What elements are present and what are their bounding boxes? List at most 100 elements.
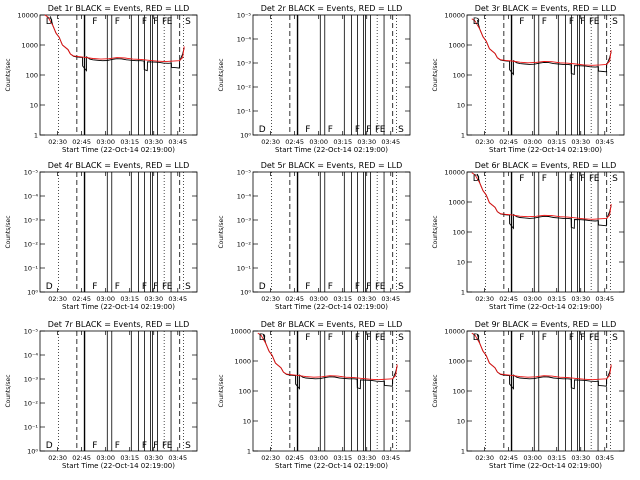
y-tick-label: 100	[453, 229, 465, 237]
x-tick-label: 02:30	[48, 295, 67, 303]
y-tick-label: 1	[461, 132, 465, 140]
y-tick-label: 10⁰	[27, 289, 38, 297]
flag-label: F	[92, 17, 97, 27]
lld-series-line	[471, 18, 612, 66]
y-axis-label: Counts/sec	[5, 374, 12, 407]
plot-frame	[39, 14, 198, 136]
y-axis-label: Counts/sec	[5, 58, 12, 91]
y-tick-label: 10000	[444, 328, 465, 336]
plot-frame	[39, 330, 198, 452]
flag-label: F	[355, 333, 360, 343]
plot-frame	[252, 171, 411, 293]
panel-det-3r: Det 3r BLACK = Events, RED = LLD 02:30 02:…	[432, 4, 625, 154]
x-axis-label: Start Time (22-Oct-14 02:19:00)	[62, 303, 175, 311]
flag-label: E	[380, 333, 386, 343]
lld-series-line	[471, 332, 612, 381]
flag-label: F	[366, 125, 371, 135]
flag-label: S	[612, 333, 618, 343]
flag-label: S	[185, 17, 191, 27]
x-axis-label: Start Time (22-Oct-14 02:19:00)	[62, 462, 175, 470]
y-tick-label: 10	[30, 102, 38, 110]
y-tick-label: 10⁰	[240, 132, 251, 140]
x-tick-label: 02:45	[72, 454, 91, 462]
plot-frame	[466, 330, 625, 452]
y-tick-label: 100	[239, 388, 251, 396]
y-tick-label: 1	[34, 132, 38, 140]
flag-label: E	[380, 125, 386, 135]
flag-label: F	[92, 282, 97, 292]
x-tick-label: 03:45	[168, 295, 187, 303]
x-tick-label: 03:45	[168, 138, 187, 146]
plot-frame	[252, 14, 411, 136]
flag-label: F	[153, 282, 158, 292]
x-tick-label: 03:00	[96, 138, 115, 146]
y-tick-label: 1	[461, 289, 465, 297]
panel-title: Det 2r BLACK = Events, RED = LLD	[261, 4, 403, 13]
panel-det-2r: Det 2r BLACK = Events, RED = LLD 02:30 02:…	[218, 4, 411, 154]
y-tick-label: 10	[243, 418, 251, 426]
x-tick-label: 03:45	[381, 295, 400, 303]
flag-label: E	[594, 17, 600, 27]
x-axis-label: Start Time (22-Oct-14 02:19:00)	[489, 303, 602, 311]
flag-label: F	[580, 333, 585, 343]
x-tick-label: 02:30	[475, 138, 494, 146]
flag-label: F	[115, 17, 120, 27]
flag-label: E	[380, 282, 386, 292]
flag-label: E	[167, 441, 173, 451]
flag-label: F	[589, 17, 594, 27]
panel-title: Det 8r BLACK = Events, RED = LLD	[261, 320, 403, 329]
x-axis-label: Start Time (22-Oct-14 02:19:00)	[275, 146, 388, 154]
flag-label: F	[519, 333, 524, 343]
flag-label: F	[115, 282, 120, 292]
y-tick-label: 10000	[17, 12, 38, 20]
y-tick-label: 10⁻⁵	[24, 169, 39, 177]
x-tick-label: 03:15	[333, 138, 352, 146]
y-tick-label: 10⁻³	[237, 60, 252, 68]
panel-det-6r: Det 6r BLACK = Events, RED = LLD 02:30 02:…	[432, 161, 625, 311]
flag-label: F	[355, 125, 360, 135]
x-tick-label: 03:30	[571, 138, 590, 146]
y-tick-label: 10⁻⁴	[237, 193, 252, 201]
x-tick-label: 02:45	[72, 295, 91, 303]
y-tick-label: 10⁻¹	[24, 424, 39, 432]
y-tick-label: 1000	[234, 358, 251, 366]
y-tick-label: 10⁻⁴	[237, 36, 252, 44]
x-tick-label: 03:15	[333, 454, 352, 462]
flag-label: F	[328, 125, 333, 135]
lld-series-line	[44, 14, 185, 63]
x-tick-label: 03:15	[120, 138, 139, 146]
y-tick-label: 100	[453, 388, 465, 396]
y-tick-label: 10000	[444, 12, 465, 20]
x-tick-label: 03:00	[96, 295, 115, 303]
x-tick-label: 03:45	[595, 138, 614, 146]
flag-label: F	[92, 441, 97, 451]
panel-title: Det 6r BLACK = Events, RED = LLD	[475, 161, 617, 170]
y-tick-label: 10⁰	[27, 448, 38, 456]
y-tick-label: 1000	[448, 199, 465, 207]
flag-label: F	[519, 174, 524, 184]
flag-label: F	[375, 125, 380, 135]
y-axis-label: Counts/sec	[432, 58, 439, 91]
x-tick-label: 02:45	[72, 138, 91, 146]
flag-label: F	[375, 282, 380, 292]
x-tick-label: 02:45	[499, 138, 518, 146]
x-tick-label: 02:30	[48, 138, 67, 146]
plot-frame	[39, 171, 198, 293]
flag-label: F	[305, 333, 310, 343]
x-axis-label: Start Time (22-Oct-14 02:19:00)	[62, 146, 175, 154]
panel-det-9r: Det 9r BLACK = Events, RED = LLD 02:30 02:…	[432, 320, 625, 470]
x-tick-label: 02:45	[285, 295, 304, 303]
y-axis-label: Counts/sec	[218, 58, 225, 91]
y-tick-label: 1	[247, 448, 251, 456]
x-tick-label: 03:30	[144, 454, 163, 462]
flag-label: F	[589, 174, 594, 184]
flag-label: S	[185, 282, 191, 292]
flag-label: E	[594, 174, 600, 184]
flag-label: E	[594, 333, 600, 343]
flag-label: F	[328, 333, 333, 343]
y-axis-label: Counts/sec	[218, 374, 225, 407]
y-tick-label: 10	[457, 102, 465, 110]
panel-title: Det 5r BLACK = Events, RED = LLD	[261, 161, 403, 170]
flag-label: F	[162, 17, 167, 27]
y-tick-label: 1	[461, 448, 465, 456]
